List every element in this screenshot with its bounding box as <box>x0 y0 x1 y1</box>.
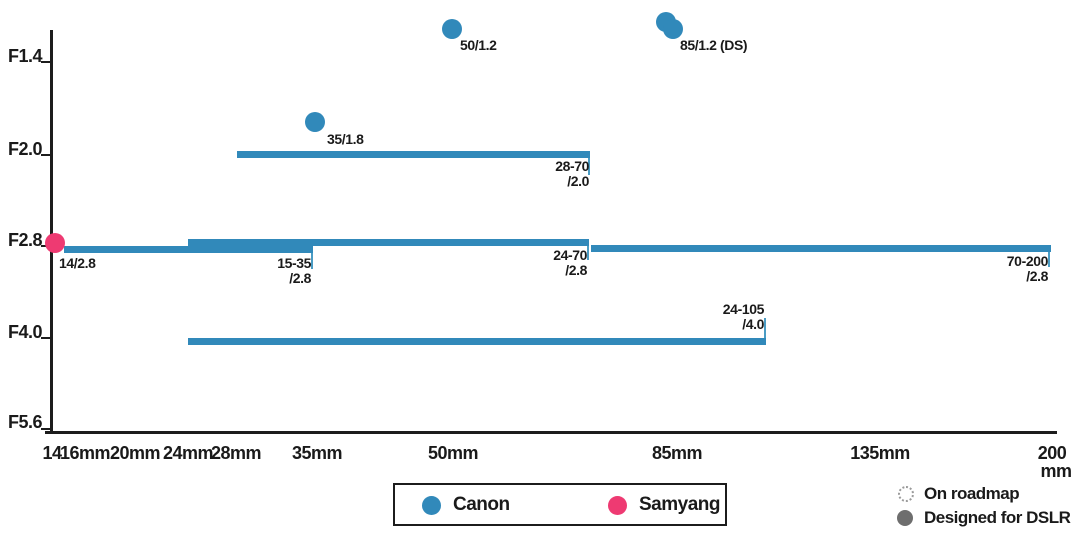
prime-dot-85-1-2-ds-front <box>663 19 683 39</box>
zoom-bar-28-70-f2-0 <box>237 151 590 158</box>
x-label-20mm: 20mm <box>109 443 161 463</box>
y-tick-f2-0 <box>41 154 52 156</box>
prime-label-50-1-2: 50/1.2 <box>460 37 497 53</box>
zoom-label-70-200-aperture: /2.8 <box>1026 268 1048 284</box>
zoom-label-24-70-range: 24-70 <box>553 247 587 263</box>
x-label-14mm: 14 <box>42 443 62 463</box>
x-label-24mm: 24mm <box>162 443 214 463</box>
y-axis-line <box>50 30 53 434</box>
legend-samyang-dot-icon <box>608 496 627 515</box>
legend-samyang-label: Samyang <box>639 494 720 515</box>
zoom-label-28-70-aperture: /2.0 <box>567 173 589 189</box>
zoom-label-15-35: 15-35 /2.8 <box>201 256 311 286</box>
on-roadmap-icon <box>898 486 914 502</box>
zoom-label-28-70: 28-70 /2.0 <box>479 159 589 189</box>
y-label-f2-0: F2.0 <box>7 139 43 159</box>
x-label-16mm: 16mm <box>59 443 111 463</box>
zoom-label-15-35-aperture: /2.8 <box>289 270 311 286</box>
zoom-label-70-200: 70-200 /2.8 <box>938 253 1049 284</box>
on-roadmap-label: On roadmap <box>924 484 1020 503</box>
zoom-bar-24-70-f2-8 <box>188 239 589 246</box>
zoom-bar-15-35-end-tick <box>311 253 313 269</box>
y-tick-f4-0 <box>41 337 52 339</box>
zoom-bar-15-35-f2-8 <box>64 246 313 253</box>
designed-for-dslr-label: Designed for DSLR <box>924 508 1071 527</box>
zoom-bar-70-200-f2-8 <box>591 245 1051 252</box>
prime-dot-50-1-2 <box>442 19 462 39</box>
y-label-f2-8: F2.8 <box>7 230 43 250</box>
x-label-35mm: 35mm <box>291 443 343 463</box>
zoom-label-24-70-aperture: /2.8 <box>565 262 587 278</box>
x-label-50mm: 50mm <box>427 443 479 463</box>
legend-canon-label: Canon <box>453 494 510 515</box>
x-label-135mm: 135mm <box>850 443 910 463</box>
y-label-f4-0: F4.0 <box>7 322 43 342</box>
zoom-bar-70-200-end-tick <box>1048 252 1050 267</box>
zoom-label-70-200-range: 70-200 <box>1006 253 1049 269</box>
x-label-200mm: 200 <box>1037 443 1067 463</box>
zoom-bar-24-70-end-tick <box>587 246 589 260</box>
y-label-f5-6: F5.6 <box>7 412 43 432</box>
prime-label-85-1-2-ds: 85/1.2 (DS) <box>680 37 748 53</box>
prime-dot-35-1-8 <box>305 112 325 132</box>
zoom-label-24-105-range: 24-105 <box>722 301 765 317</box>
prime-dot-14-2-8 <box>45 233 65 253</box>
legend-canon-dot-icon <box>422 496 441 515</box>
y-tick-f5-6 <box>41 428 52 430</box>
zoom-label-28-70-range: 28-70 <box>555 158 589 174</box>
zoom-label-15-35-range: 15-35 <box>277 255 311 271</box>
x-axis-line <box>45 431 1057 434</box>
prime-label-35-1-8: 35/1.8 <box>327 131 364 147</box>
y-label-f1-4: F1.4 <box>7 46 43 66</box>
zoom-label-24-105: 24-105 /4.0 <box>654 301 765 332</box>
zoom-bar-28-70-end-tick <box>588 158 590 175</box>
designed-for-dslr-icon <box>897 510 913 526</box>
zoom-label-24-70: 24-70 /2.8 <box>477 248 587 278</box>
x-axis-unit: mm <box>1040 461 1072 481</box>
zoom-bar-24-105-f4-0 <box>188 338 766 345</box>
x-label-28mm: 28mm <box>210 443 262 463</box>
brand-legend: Canon Samyang <box>393 483 727 526</box>
y-tick-f1-4 <box>41 61 52 63</box>
prime-label-14-2-8: 14/2.8 <box>59 255 96 271</box>
zoom-label-24-105-aperture: /4.0 <box>742 316 764 332</box>
x-label-85mm: 85mm <box>651 443 703 463</box>
zoom-bar-24-105-end-tick <box>764 318 766 338</box>
